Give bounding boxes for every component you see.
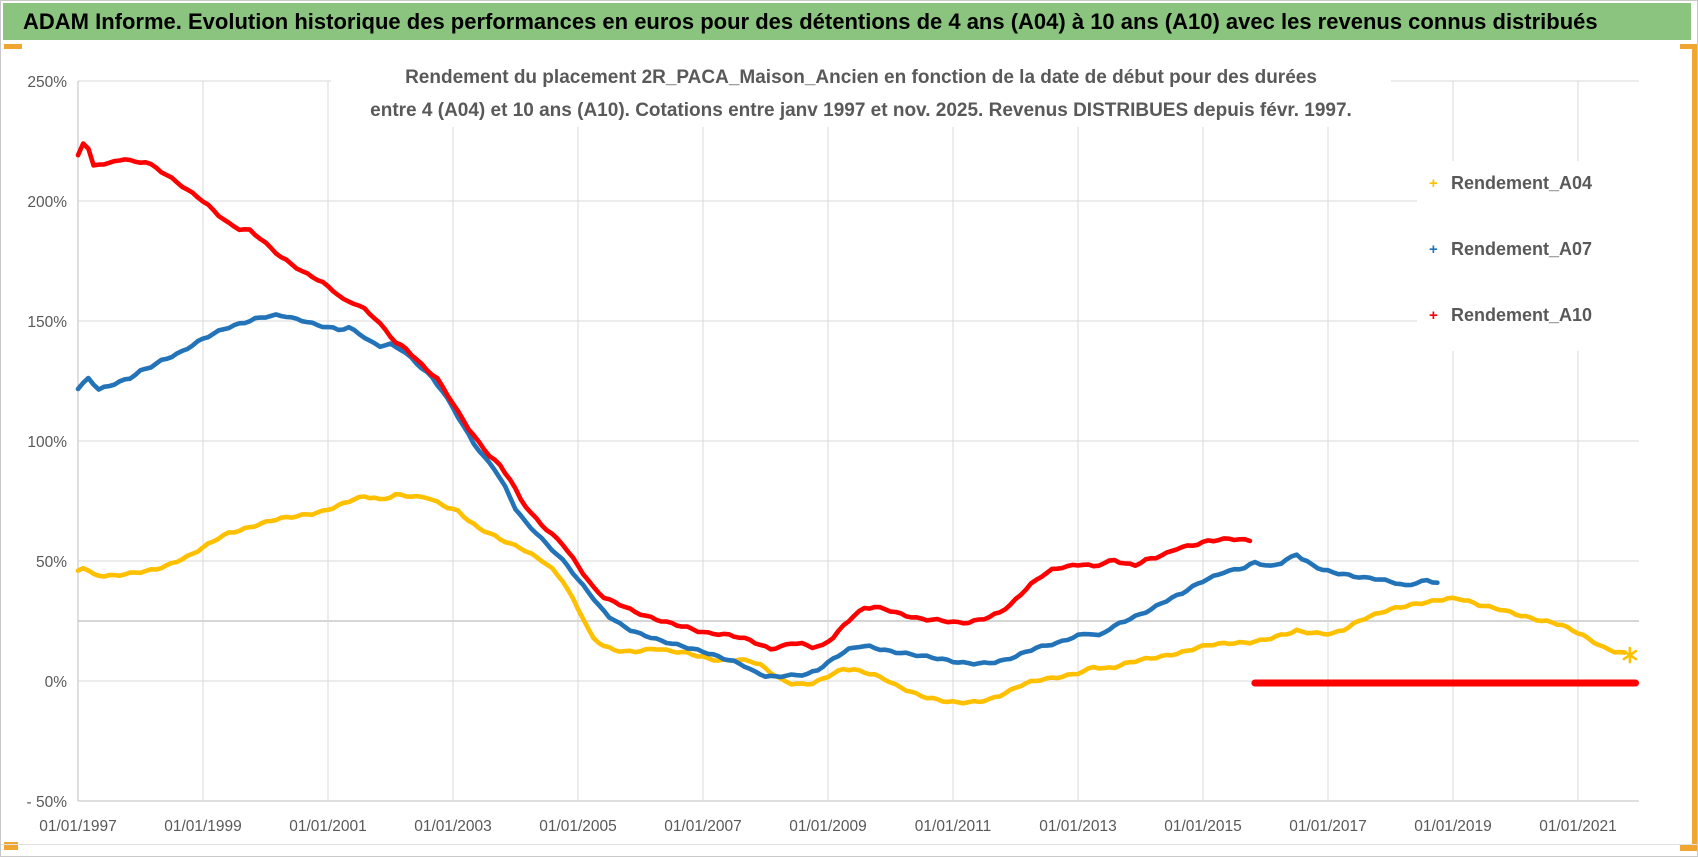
series-end-marker <box>1622 649 1638 661</box>
x-axis-tick-label: 01/01/2009 <box>789 818 867 835</box>
workbook-banner: ADAM Informe. Evolution historique des p… <box>3 3 1691 42</box>
x-axis-tick-label: 01/01/2015 <box>1164 818 1242 835</box>
x-axis-tick-label: 01/01/2007 <box>664 818 742 835</box>
selection-mark-right-edge <box>1692 44 1697 844</box>
series-line-rendement_a07[interactable] <box>75 312 1440 680</box>
x-axis-tick-label: 01/01/2013 <box>1039 818 1117 835</box>
y-axis-tick-label: - 50% <box>27 794 68 811</box>
selection-mark-bottom-right <box>1680 844 1697 851</box>
series-line-rendement_a10[interactable] <box>75 141 1253 652</box>
chart-title: Rendement du placement 2R_PACA_Maison_An… <box>331 61 1391 127</box>
y-axis-tick-label: 250% <box>27 74 67 91</box>
legend-item-a07[interactable]: + Rendement_A07 <box>1429 239 1592 260</box>
y-axis-tick-label: 0% <box>45 674 68 691</box>
legend-item-a04[interactable]: + Rendement_A04 <box>1429 173 1592 194</box>
selection-mark-bottom-left <box>4 842 18 850</box>
x-axis-tick-label: 01/01/2003 <box>414 818 492 835</box>
y-axis-tick-label: 200% <box>27 194 67 211</box>
plus-marker-icon: + <box>1429 307 1438 324</box>
x-axis-tick-label: 01/01/2021 <box>1539 818 1617 835</box>
legend-label: Rendement_A07 <box>1451 239 1593 259</box>
y-axis-tick-label: 100% <box>27 434 67 451</box>
selection-mark-top-left <box>4 44 22 49</box>
series-line-rendement_a04[interactable] <box>75 491 1628 706</box>
x-axis-tick-label: 01/01/2005 <box>539 818 617 835</box>
chart-title-line2: entre 4 (A04) et 10 ans (A10). Cotations… <box>370 100 1352 121</box>
x-axis-tick-label: 01/01/1997 <box>39 818 117 835</box>
y-axis-tick-label: 50% <box>36 554 67 571</box>
x-axis-tick-label: 01/01/1999 <box>164 818 242 835</box>
x-axis-tick-label: 01/01/2011 <box>915 818 991 835</box>
x-axis-tick-label: 01/01/2001 <box>289 818 367 835</box>
legend-item-a10[interactable]: + Rendement_A10 <box>1429 305 1592 326</box>
x-axis-tick-label: 01/01/2019 <box>1414 818 1492 835</box>
y-axis-tick-label: 150% <box>27 314 67 331</box>
chart-title-line1: Rendement du placement 2R_PACA_Maison_An… <box>405 67 1317 88</box>
plus-marker-icon: + <box>1429 241 1438 258</box>
banner-title: ADAM Informe. Evolution historique des p… <box>23 8 1598 34</box>
selection-mark-top-right <box>1680 44 1697 49</box>
legend-label: Rendement_A10 <box>1451 305 1593 325</box>
chart-legend: + Rendement_A04 + Rendement_A07 + Rendem… <box>1417 161 1655 351</box>
legend-label: Rendement_A04 <box>1451 173 1593 193</box>
x-axis-tick-label: 01/01/2017 <box>1289 818 1367 835</box>
plus-marker-icon: + <box>1429 175 1438 192</box>
sheet-gridline <box>1 844 1697 845</box>
